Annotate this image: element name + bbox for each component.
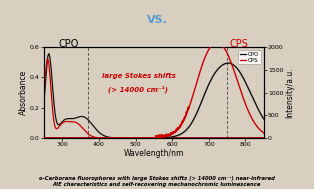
Text: CPS: CPS	[229, 39, 248, 49]
Y-axis label: Absorbance: Absorbance	[19, 70, 28, 115]
Text: large Stokes shifts: large Stokes shifts	[102, 73, 175, 79]
Text: VS.: VS.	[147, 15, 167, 25]
Y-axis label: Intensity/a.u.: Intensity/a.u.	[286, 67, 295, 118]
Text: o-Carborane fluorophores with large Stokes shifts (> 14000 cm⁻¹) near-infrared
A: o-Carborane fluorophores with large Stok…	[39, 176, 275, 187]
Text: CPO: CPO	[59, 39, 79, 49]
Text: (> 14000 cm⁻¹): (> 14000 cm⁻¹)	[108, 85, 169, 93]
Legend: CPO, CPS: CPO, CPS	[238, 50, 261, 64]
X-axis label: Wavelength/nm: Wavelength/nm	[124, 149, 184, 158]
